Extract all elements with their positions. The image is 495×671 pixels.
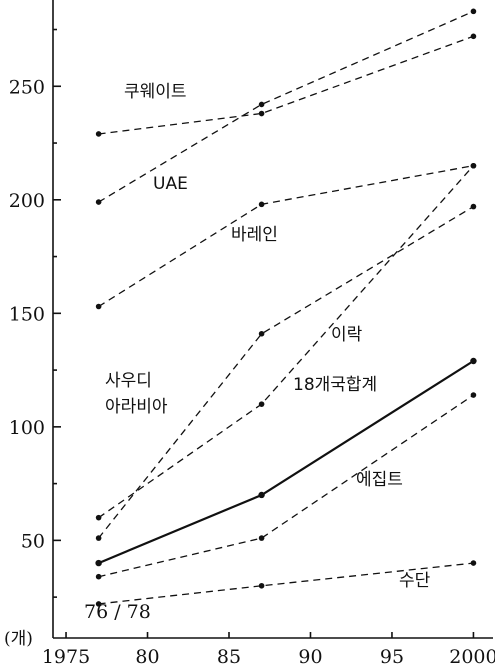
y-tick-label: 50 bbox=[21, 530, 45, 552]
data-point bbox=[95, 559, 102, 567]
series-line bbox=[98, 35, 474, 135]
series-label: UAE bbox=[153, 174, 188, 194]
y-tick-label: 150 bbox=[9, 303, 45, 325]
data-point bbox=[470, 162, 477, 169]
series-label: 사우디 아라비아 bbox=[105, 371, 168, 417]
data-point bbox=[95, 535, 102, 541]
data-point bbox=[258, 110, 265, 117]
series-line bbox=[98, 394, 474, 578]
data-point bbox=[470, 357, 477, 365]
x-ticks: 1975 80 85 90 95 2000 bbox=[42, 632, 495, 668]
data-point bbox=[95, 131, 102, 137]
axes bbox=[52, 0, 493, 639]
y-ticks: 50 100 150 200 250 bbox=[9, 28, 61, 598]
series-label: 에집트 bbox=[356, 470, 403, 490]
data-point bbox=[470, 8, 477, 15]
data-point bbox=[95, 303, 102, 310]
data-point bbox=[470, 203, 477, 210]
y-tick-label: 250 bbox=[9, 76, 45, 98]
x-tick-label: 85 bbox=[217, 646, 241, 668]
series-label: 18개국합계 bbox=[293, 375, 377, 395]
data-point bbox=[470, 33, 477, 40]
x-tick-label: 90 bbox=[298, 646, 322, 668]
data-point bbox=[258, 101, 265, 108]
data-point bbox=[95, 601, 102, 607]
data-point bbox=[258, 201, 265, 208]
series-points bbox=[95, 8, 477, 607]
data-point bbox=[258, 330, 265, 337]
series-line bbox=[98, 206, 474, 539]
data-point bbox=[258, 401, 265, 407]
x-tick-label: 2000 bbox=[449, 646, 495, 668]
series-line bbox=[98, 360, 474, 565]
series-line bbox=[98, 165, 474, 519]
y-tick-label: 200 bbox=[9, 190, 45, 212]
series-line bbox=[98, 10, 474, 203]
series-label: 쿠웨이트 bbox=[124, 82, 187, 102]
x-tick-label: 95 bbox=[380, 646, 404, 668]
note-label: 76 / 78 bbox=[84, 601, 151, 623]
series-line bbox=[98, 562, 474, 605]
data-point bbox=[470, 560, 477, 566]
data-point bbox=[95, 199, 102, 205]
series-label: 수단 bbox=[399, 571, 431, 591]
data-point bbox=[470, 392, 477, 398]
unit-label: (개) bbox=[4, 629, 33, 649]
data-point bbox=[95, 514, 102, 521]
series-label: 이락 bbox=[331, 325, 363, 345]
x-tick-label: 80 bbox=[135, 646, 159, 668]
data-point bbox=[258, 491, 265, 499]
y-tick-label: 100 bbox=[9, 417, 45, 439]
data-point bbox=[95, 573, 102, 580]
data-point bbox=[258, 535, 265, 541]
series-label: 바레인 bbox=[231, 225, 278, 245]
data-point bbox=[258, 582, 265, 589]
x-tick-label: 1975 bbox=[42, 646, 90, 668]
